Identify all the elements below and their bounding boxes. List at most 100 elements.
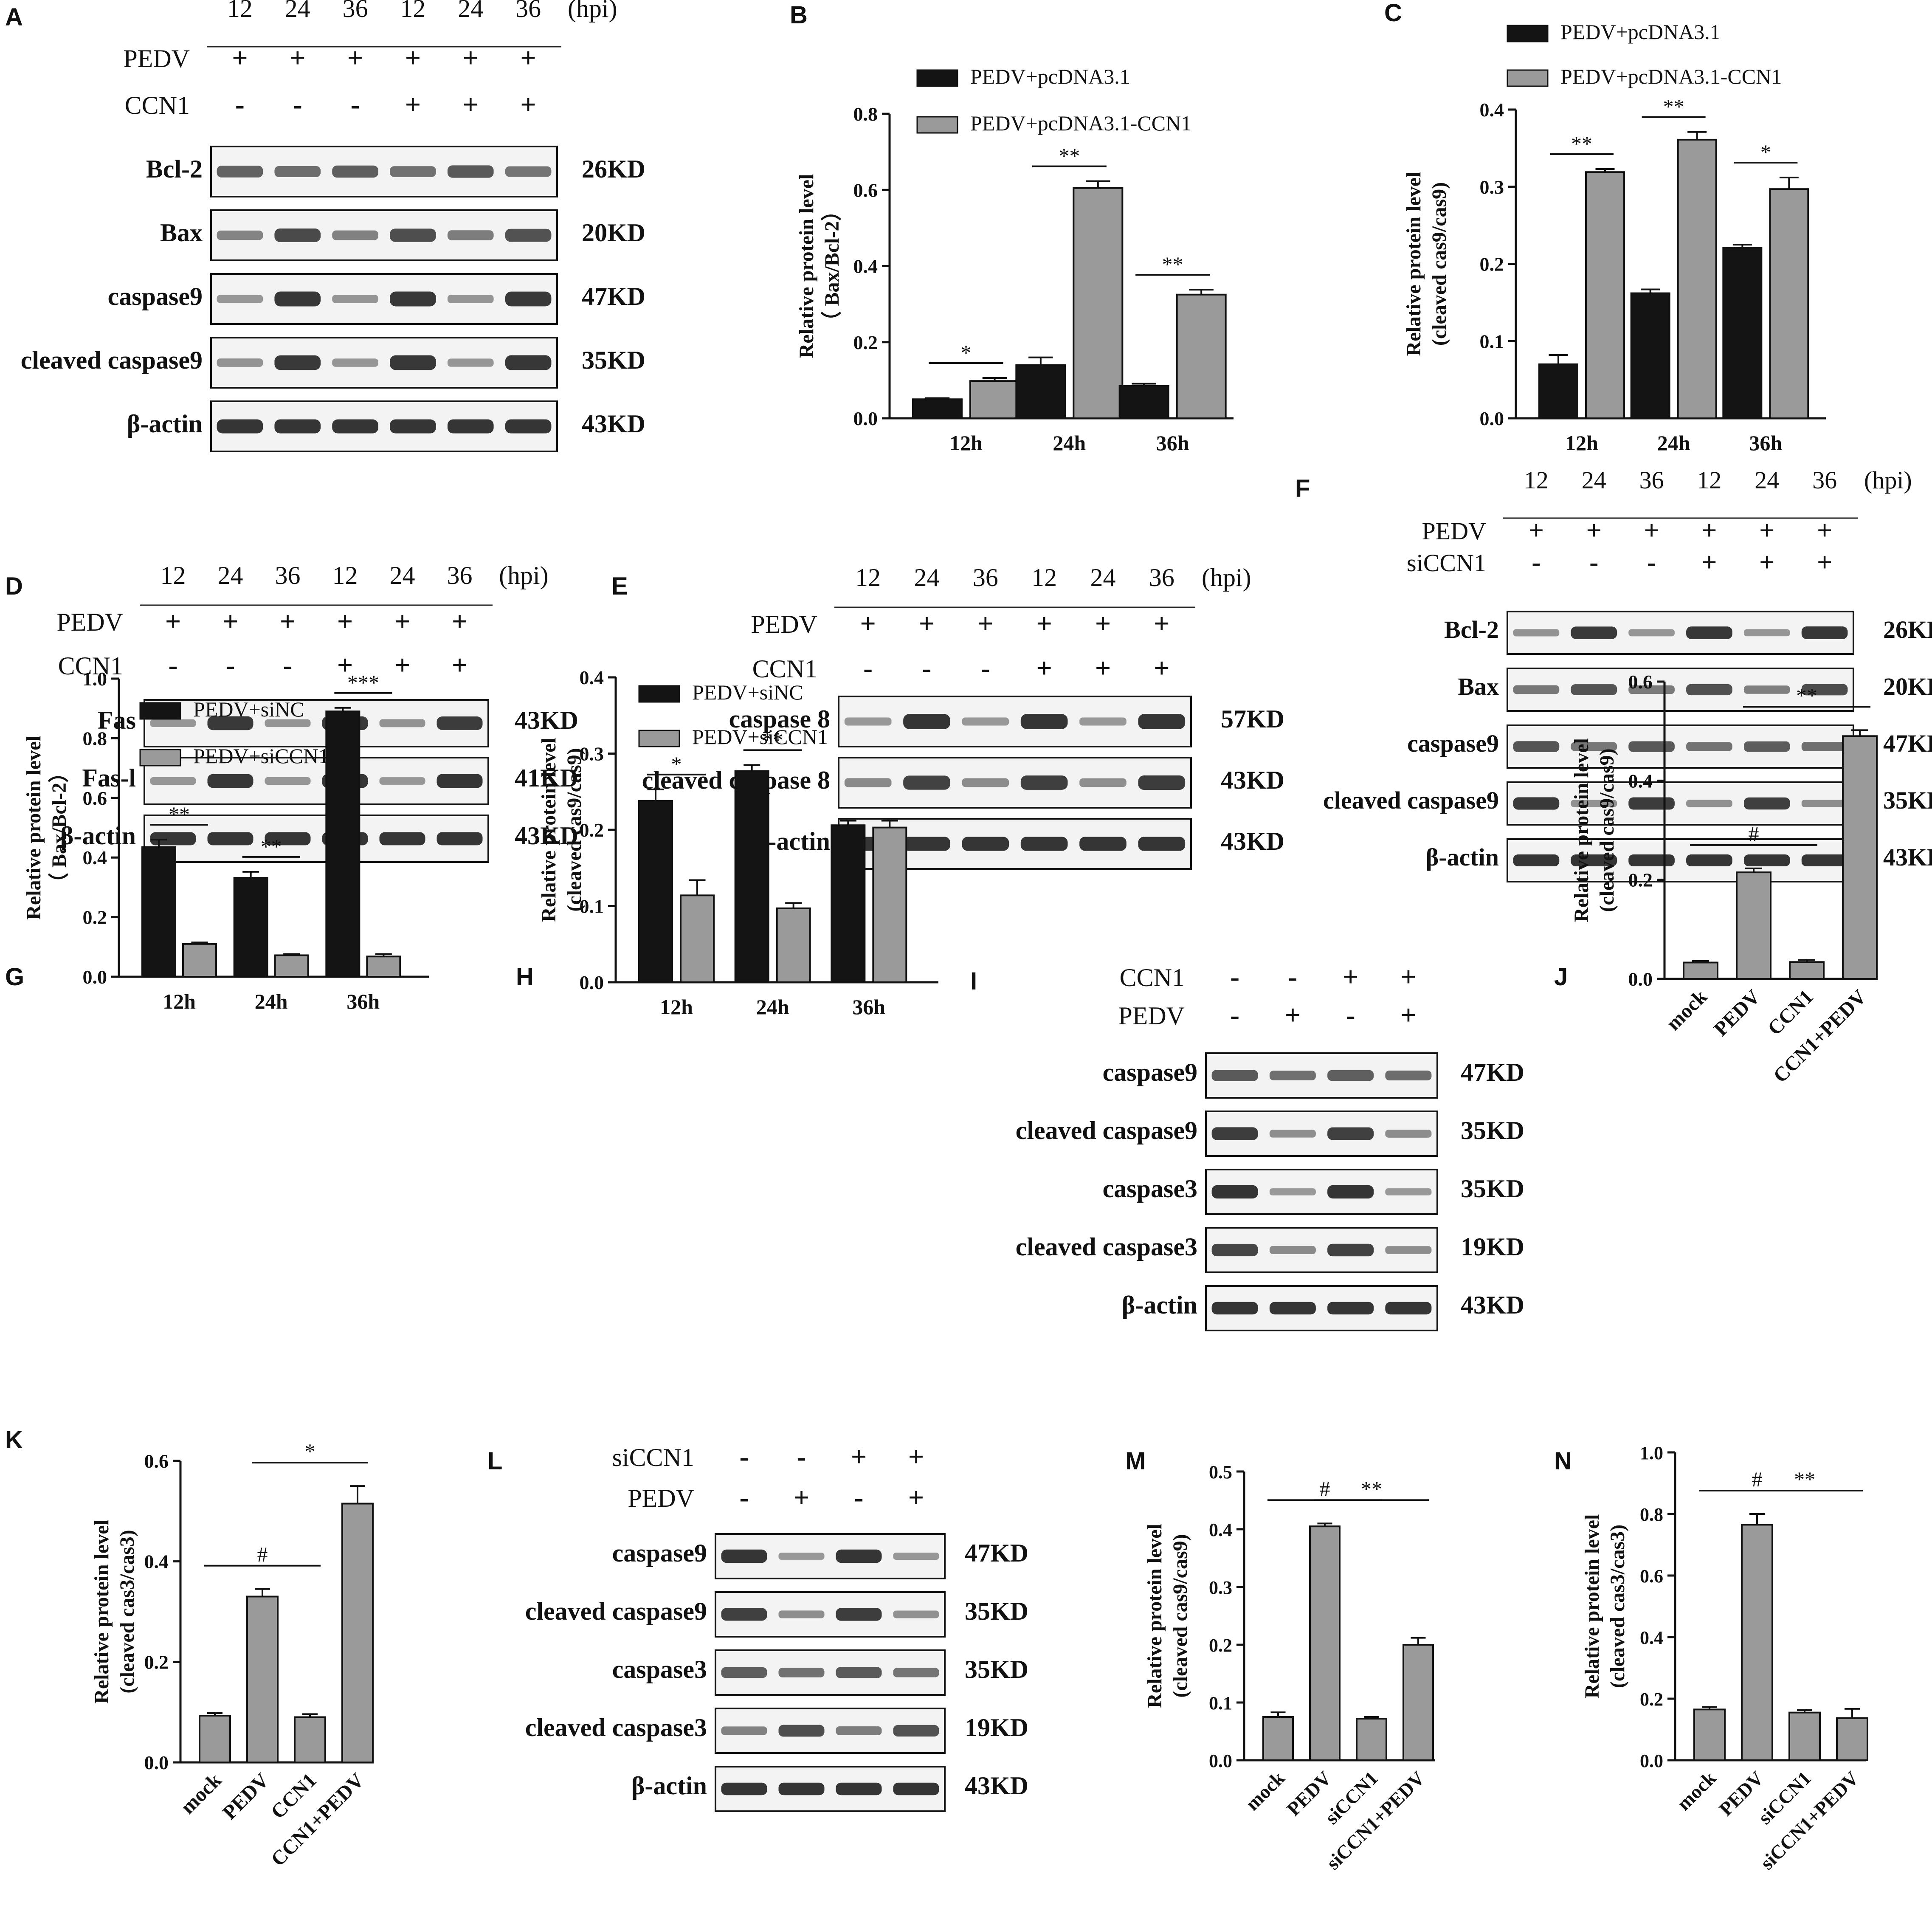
significance-marker: ** [1162, 252, 1183, 276]
y-tick-label: 0.4 [1640, 1627, 1663, 1648]
y-tick-label: 0.8 [853, 103, 878, 125]
bar [969, 380, 1020, 419]
condition-sign: + [394, 606, 411, 637]
condition-sign: + [520, 89, 536, 120]
condition-sign: - [226, 650, 235, 681]
bar [680, 894, 715, 984]
blot-band [1801, 800, 1848, 807]
protein-label: cleaved caspase9 [1323, 786, 1499, 814]
blot-band [217, 166, 263, 178]
legend-swatch [139, 749, 181, 767]
significance-marker: ** [1571, 132, 1592, 155]
blot-band [778, 1610, 825, 1618]
bar [366, 956, 401, 978]
blot-band [1327, 1185, 1374, 1199]
blot-band [332, 419, 378, 434]
blot-band [1686, 626, 1732, 639]
y-tick-label: 0.6 [144, 1450, 169, 1472]
y-tick-label: 0.0 [853, 408, 878, 429]
time-unit-label: (hpi) [568, 0, 617, 23]
legend-swatch [1507, 69, 1549, 87]
blot-band [505, 291, 552, 307]
blot-band [447, 165, 494, 178]
protein-label: β-actin [631, 1772, 707, 1800]
blot-band [903, 775, 950, 790]
blot-band [150, 719, 196, 727]
blot-band [836, 1608, 882, 1621]
blot-band [836, 1726, 882, 1735]
bar [1741, 1524, 1773, 1761]
blot-strip [838, 696, 1192, 747]
blot-band [207, 716, 253, 730]
lane-time-label: 36 [1149, 564, 1174, 592]
bar [1769, 188, 1809, 419]
lane-time-label: 36 [1639, 466, 1664, 494]
blot-band [1385, 1302, 1432, 1315]
blot-band [1801, 854, 1848, 866]
x-tick-label: 24h [1657, 431, 1690, 455]
molecular-weight-label: 43KD [582, 410, 645, 438]
blot-band [207, 832, 253, 846]
y-axis-label: Relative protein level (cleaved cas3/cas3… [90, 1519, 138, 1704]
panel-label-B: B [790, 1, 808, 29]
panel-label-F: F [1295, 475, 1310, 502]
protein-label: caspase3 [612, 1655, 707, 1683]
x-tick-label: 24h [1053, 431, 1086, 455]
blot-band [217, 230, 263, 240]
condition-sign: + [1036, 653, 1052, 684]
significance-marker: *** [347, 671, 379, 694]
blot-band [217, 419, 263, 434]
condition-sign: + [919, 608, 935, 639]
blot-strip [1507, 611, 1854, 655]
x-tick-label: 36h [1749, 431, 1782, 455]
y-tick-label: 0.1 [1209, 1693, 1232, 1714]
molecular-weight-label: 43KD [965, 1772, 1028, 1800]
panel-label-J: J [1554, 963, 1568, 991]
molecular-weight-label: 47KD [965, 1539, 1028, 1567]
condition-sign: + [1644, 515, 1659, 545]
lane-time-label: 12 [161, 561, 186, 589]
condition-label: siCCN1 [612, 1443, 694, 1471]
time-unit-label: (hpi) [1864, 466, 1912, 494]
legend-label: PEDV+siNC [692, 680, 803, 704]
lane-time-label: 12 [1524, 466, 1549, 494]
y-tick-label: 0.4 [1480, 99, 1504, 121]
molecular-weight-label: 35KD [965, 1655, 1028, 1683]
legend-label: PEDV+pcDNA3.1 [1560, 20, 1721, 44]
condition-sign: - [740, 1441, 749, 1472]
condition-sign: + [1586, 515, 1602, 545]
condition-sign: + [405, 42, 421, 73]
lane-time-label: 36 [515, 0, 541, 23]
blot-band [1571, 800, 1617, 807]
molecular-weight-label: 35KD [965, 1597, 1028, 1625]
y-axis-label-line2: (cleaved cas3/cas3) [1606, 1525, 1629, 1688]
blot-band [1211, 1070, 1258, 1081]
condition-sign: - [981, 653, 990, 684]
y-axis-label-line1: Relative protein level [1403, 172, 1425, 356]
condition-sign: + [1400, 1000, 1417, 1031]
y-tick-label: 0.1 [1480, 330, 1504, 352]
blot-band [379, 719, 425, 727]
blot-band [1269, 1302, 1316, 1315]
annotation-marker: ** [1796, 683, 1817, 707]
y-tick-label: 0.6 [853, 179, 878, 201]
blot-band [721, 1667, 767, 1678]
blot-band [1628, 685, 1675, 694]
condition-sign: + [1154, 653, 1170, 684]
y-tick-label: 0.6 [83, 787, 107, 809]
y-axis-label: Relative protein level (cleaved cas3/cas3… [1581, 1514, 1629, 1699]
molecular-weight-label: 35KD [1461, 1116, 1524, 1144]
legend-swatch [139, 702, 181, 720]
y-tick-label: 0.3 [580, 743, 604, 765]
condition-sign: + [452, 606, 468, 637]
blot-band [150, 777, 196, 785]
blot-band [390, 228, 436, 242]
condition-sign: + [1759, 515, 1774, 545]
chart-C: C 0.0 0.1 0.2 0.3 0.4 Relative protein level (c… [1384, 0, 1826, 455]
blot-band [1628, 629, 1675, 637]
blot-band [1211, 1185, 1258, 1199]
blot-band [1686, 800, 1732, 807]
blot-band [1513, 629, 1560, 637]
condition-sign: + [280, 606, 296, 637]
